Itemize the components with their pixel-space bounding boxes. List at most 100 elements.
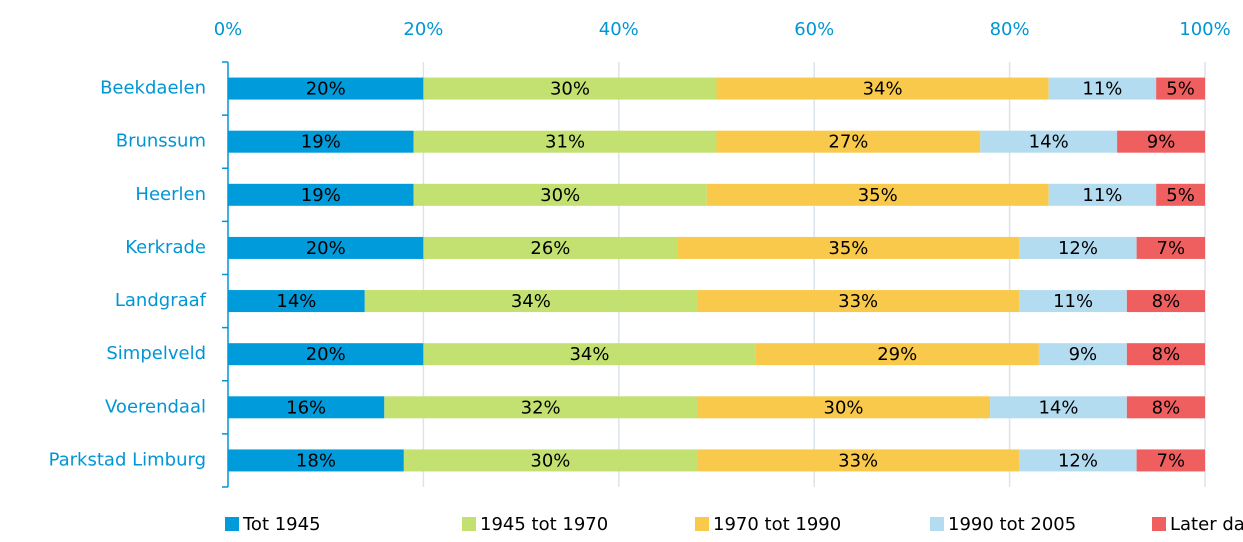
- y-tick-label: Parkstad Limburg: [49, 449, 206, 470]
- bar-segment: [980, 130, 1118, 153]
- bar-segment: [228, 343, 424, 366]
- bar-segment: [423, 77, 717, 100]
- legend-swatch: [930, 517, 944, 531]
- data-label: 30%: [824, 397, 864, 418]
- bar-segment: [228, 449, 404, 472]
- legend-label: 1945 tot 1970: [480, 514, 608, 535]
- bar-segment: [677, 236, 1020, 259]
- y-tick-label: Beekdaelen: [100, 78, 206, 99]
- bar-segment: [403, 449, 697, 472]
- data-label: 8%: [1152, 344, 1181, 365]
- data-label: 11%: [1082, 79, 1122, 100]
- bar-segment: [1126, 343, 1205, 366]
- bar-segment: [696, 290, 1020, 313]
- bar-segment: [228, 130, 414, 153]
- bar-segment: [1156, 77, 1205, 100]
- data-label: 14%: [276, 291, 316, 312]
- x-tick-label: 20%: [403, 19, 443, 40]
- x-tick-label: 80%: [990, 19, 1030, 40]
- data-label: 14%: [1029, 132, 1069, 153]
- data-label: 11%: [1082, 185, 1122, 206]
- data-label: 19%: [301, 132, 341, 153]
- data-label: 7%: [1157, 450, 1186, 471]
- y-tick-label: Voerendaal: [105, 396, 206, 417]
- data-label: 33%: [838, 450, 878, 471]
- bar-segment: [1117, 130, 1205, 153]
- bar-segment: [1019, 290, 1127, 313]
- data-label: 30%: [530, 450, 570, 471]
- bar-segment: [1156, 183, 1205, 206]
- y-tick-label: Landgraaf: [115, 290, 207, 311]
- bar-segment: [423, 343, 756, 366]
- bar-segment: [990, 396, 1127, 419]
- bar-segment: [228, 77, 424, 100]
- data-label: 12%: [1058, 450, 1098, 471]
- bar-segment: [1048, 77, 1157, 100]
- bar-segment: [1136, 236, 1205, 259]
- data-label: 20%: [306, 79, 346, 100]
- y-tick-label: Simpelveld: [106, 343, 206, 364]
- data-label: 12%: [1058, 238, 1098, 259]
- data-label: 30%: [540, 185, 580, 206]
- data-label: 19%: [301, 185, 341, 206]
- data-label: 27%: [828, 132, 868, 153]
- data-label: 14%: [1038, 397, 1078, 418]
- x-tick-label: 100%: [1179, 19, 1230, 40]
- data-label: 9%: [1147, 132, 1176, 153]
- data-label: 20%: [306, 238, 346, 259]
- data-label: 34%: [511, 291, 551, 312]
- data-label: 31%: [545, 132, 585, 153]
- bar-segment: [716, 77, 1049, 100]
- data-label: 8%: [1152, 291, 1181, 312]
- y-tick-label: Brunssum: [116, 131, 206, 152]
- bar-segment: [1126, 396, 1205, 419]
- x-tick-label: 0%: [214, 19, 243, 40]
- data-label: 5%: [1166, 79, 1195, 100]
- data-label: 32%: [521, 397, 561, 418]
- data-label: 30%: [550, 79, 590, 100]
- data-label: 35%: [858, 185, 898, 206]
- bar-segment: [696, 396, 991, 419]
- legend-label: 1970 tot 1990: [713, 514, 841, 535]
- data-label: 5%: [1166, 185, 1195, 206]
- bar-segment: [755, 343, 1039, 366]
- data-label: 9%: [1069, 344, 1098, 365]
- legend-label: Tot 1945: [242, 514, 321, 535]
- data-label: 35%: [828, 238, 868, 259]
- data-label: 18%: [296, 450, 336, 471]
- data-label: 11%: [1053, 291, 1093, 312]
- data-label: 29%: [877, 344, 917, 365]
- bar-segment: [696, 449, 1020, 472]
- data-label: 16%: [286, 397, 326, 418]
- x-tick-label: 40%: [599, 19, 639, 40]
- bar-segment: [1019, 449, 1137, 472]
- data-label: 34%: [569, 344, 609, 365]
- bar-segment: [228, 183, 414, 206]
- bar-segment: [1048, 183, 1157, 206]
- data-label: 34%: [863, 79, 903, 100]
- data-label: 26%: [530, 238, 570, 259]
- bar-segment: [1136, 449, 1205, 472]
- bar-segment: [228, 236, 424, 259]
- bar-segment: [364, 290, 697, 313]
- bar-segment: [228, 396, 385, 419]
- bar-segment: [716, 130, 981, 153]
- bar-segment: [1019, 236, 1137, 259]
- legend-label: Later dan 2005: [1170, 514, 1243, 535]
- y-tick-label: Heerlen: [135, 184, 206, 205]
- legend-swatch: [225, 517, 239, 531]
- legend-swatch: [695, 517, 709, 531]
- legend-swatch: [1152, 517, 1166, 531]
- bar-segment: [384, 396, 697, 419]
- legend-label: 1990 tot 2005: [948, 514, 1076, 535]
- bar-segment: [413, 130, 717, 153]
- bar-segment: [228, 290, 365, 313]
- bar-segment: [706, 183, 1049, 206]
- data-label: 8%: [1152, 397, 1181, 418]
- bar-segment: [413, 183, 707, 206]
- bar-segment: [423, 236, 678, 259]
- data-label: 7%: [1157, 238, 1186, 259]
- data-label: 20%: [306, 344, 346, 365]
- legend-swatch: [462, 517, 476, 531]
